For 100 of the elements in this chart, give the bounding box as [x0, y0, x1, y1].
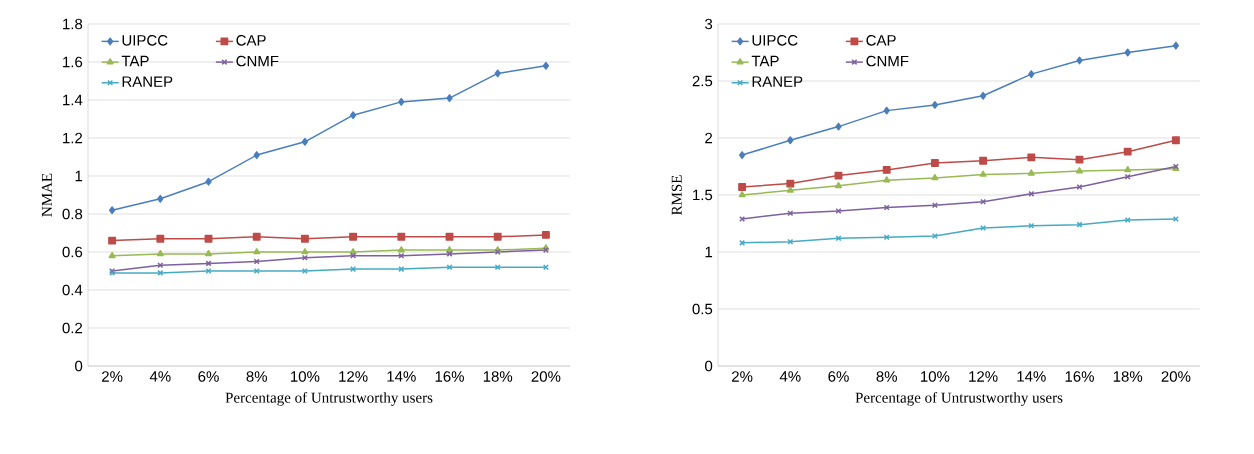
y-tick-label: 2 — [705, 132, 713, 144]
point — [253, 248, 261, 255]
x-tick-label: 16% — [435, 371, 464, 382]
point — [1075, 167, 1084, 174]
x-tick-label: 10% — [921, 371, 950, 382]
legend-label: TAP — [751, 55, 779, 67]
point — [300, 234, 309, 243]
point — [738, 183, 747, 191]
point — [787, 136, 794, 145]
point — [445, 232, 454, 241]
x-tick-label: 4% — [149, 371, 171, 382]
legend-label: RANEP — [122, 76, 173, 87]
y-tick-label: 0.2 — [62, 322, 83, 334]
x-tick-label: 6% — [828, 371, 849, 382]
legend-label: UIPCC — [752, 35, 798, 46]
point — [1124, 165, 1132, 173]
x-tick-label: 10% — [291, 371, 320, 382]
point — [931, 100, 939, 109]
point — [883, 106, 890, 115]
point — [979, 91, 987, 100]
y-tick-label: 1.5 — [693, 189, 713, 201]
x-tick-label: 8% — [246, 371, 268, 382]
point — [349, 111, 357, 120]
y-tick-label: 0 — [75, 360, 83, 372]
point — [446, 94, 453, 103]
point — [1123, 147, 1132, 156]
point — [1124, 48, 1131, 57]
y-tick-label: 1.8 — [63, 18, 83, 30]
x-tick-label: 20% — [1161, 371, 1191, 382]
y-tick-label: 2.5 — [692, 75, 713, 87]
legend-label: CAP — [236, 35, 266, 46]
y-tick-label: 0.4 — [62, 284, 83, 296]
point — [1028, 222, 1035, 229]
y-tick-label: 1.4 — [63, 94, 83, 106]
x-tick-label: 4% — [779, 371, 801, 382]
point — [786, 186, 794, 193]
point — [108, 251, 116, 259]
x-tick-label: 12% — [969, 371, 998, 382]
x-tick-label: 2% — [732, 371, 753, 382]
point — [108, 236, 117, 245]
point — [301, 248, 309, 255]
x-axis-title: Percentage of Untrustworthy users — [855, 392, 1063, 406]
point — [542, 61, 550, 70]
y-tick-label: 1 — [75, 170, 83, 182]
point — [1027, 153, 1036, 162]
point — [835, 122, 842, 131]
x-tick-label: 18% — [483, 371, 513, 382]
point — [156, 234, 165, 243]
point — [541, 230, 550, 239]
point — [979, 170, 987, 177]
point — [834, 171, 843, 180]
legend-label: CAP — [866, 35, 896, 46]
y-axis-title: RMSE — [671, 175, 682, 215]
point — [1076, 184, 1083, 191]
point — [204, 249, 213, 257]
y-axis-title: NMAE — [41, 173, 52, 217]
point — [931, 173, 939, 181]
x-tick-label: 18% — [1113, 371, 1143, 382]
point — [1076, 56, 1083, 65]
point — [1028, 70, 1035, 79]
point — [157, 262, 164, 269]
point — [397, 246, 405, 253]
point — [883, 176, 891, 183]
point — [787, 238, 794, 245]
y-tick-label: 0.8 — [62, 208, 83, 220]
point — [980, 225, 987, 232]
y-tick-label: 1.6 — [63, 56, 83, 68]
point — [205, 267, 212, 274]
x-tick-label: 12% — [339, 371, 368, 382]
point — [157, 194, 164, 203]
point — [349, 232, 358, 241]
legend-label: RANEP — [752, 76, 803, 87]
legend-label: UIPCC — [122, 35, 168, 46]
y-tick-label: 3 — [705, 18, 713, 30]
x-tick-label: 8% — [876, 371, 897, 382]
x-tick-label: 2% — [102, 371, 123, 382]
point — [156, 249, 164, 257]
x-tick-label: 16% — [1065, 371, 1094, 382]
point — [1027, 169, 1035, 176]
point — [738, 151, 746, 160]
point — [398, 97, 405, 106]
point — [786, 179, 795, 188]
point — [738, 191, 746, 198]
x-tick-label: 14% — [387, 371, 416, 382]
point — [930, 159, 939, 168]
legend-label: TAP — [121, 55, 149, 67]
point — [1172, 41, 1180, 50]
x-tick-label: 14% — [1017, 371, 1046, 382]
x-tick-label: 6% — [198, 371, 219, 382]
point — [1124, 173, 1131, 180]
point — [493, 232, 502, 241]
point — [1171, 136, 1180, 145]
point — [882, 165, 891, 174]
legend-label: CNMF — [866, 55, 909, 67]
y-tick-label: 1 — [705, 246, 713, 258]
y-tick-label: 0.5 — [692, 303, 713, 315]
point — [252, 232, 261, 241]
point — [834, 181, 843, 189]
legend-label: CNMF — [236, 55, 279, 67]
point — [350, 266, 357, 273]
